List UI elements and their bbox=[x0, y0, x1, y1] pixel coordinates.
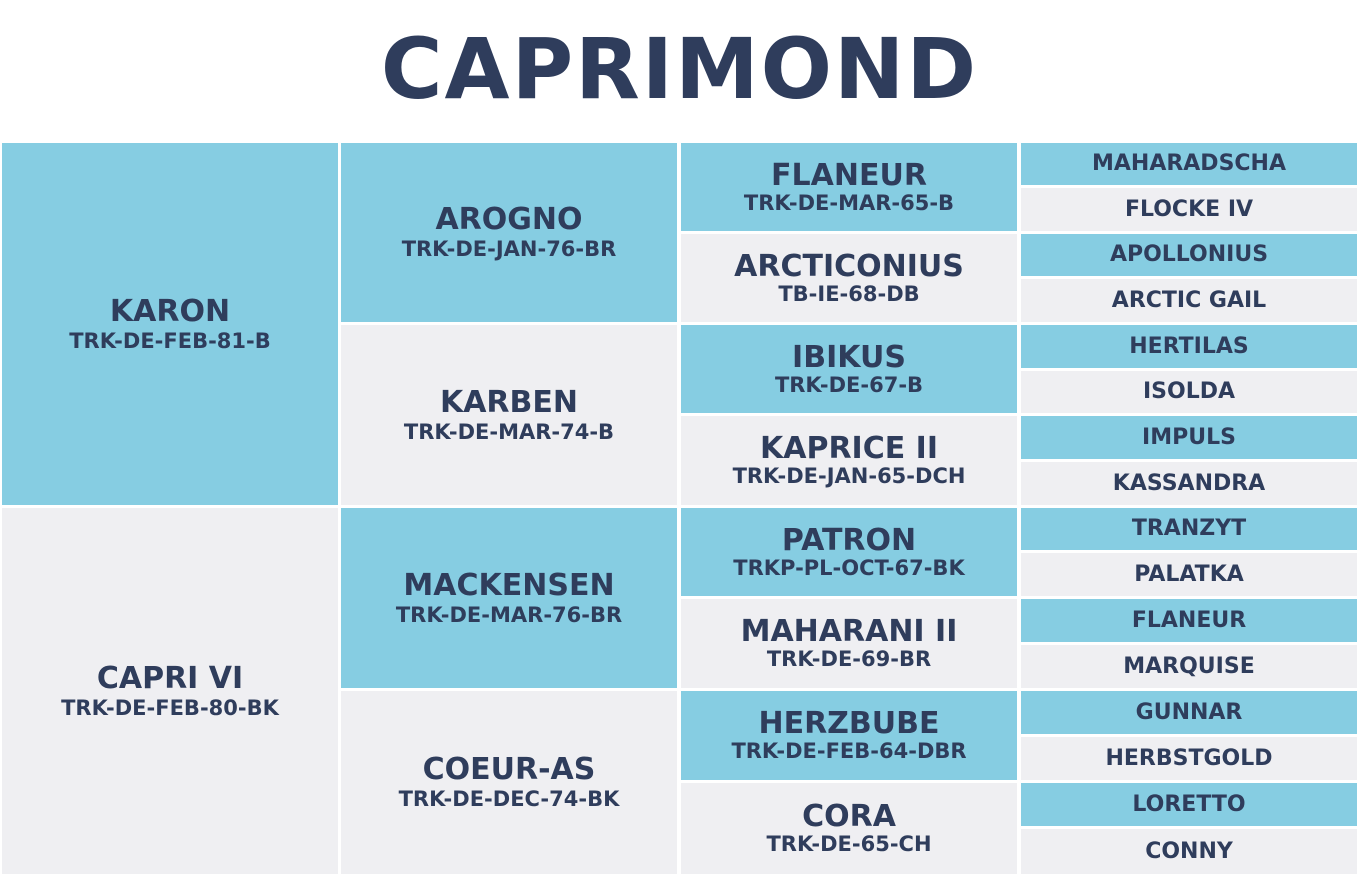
sire-registration: TRK-DE-FEB-81-B bbox=[69, 328, 271, 353]
great-grandparent-cell: KAPRICE II TRK-DE-JAN-65-DCH bbox=[681, 416, 1017, 505]
ancestor-name: FLANEUR bbox=[1131, 607, 1247, 633]
ancestor-cell: PALATKA bbox=[1021, 553, 1357, 596]
great-grandparent-registration: TRK-DE-69-BR bbox=[766, 647, 932, 671]
great-grandparent-registration: TRK-DE-MAR-65-B bbox=[743, 190, 955, 215]
great-grandparent-name: PATRON bbox=[781, 522, 917, 558]
ancestor-cell: ISOLDA bbox=[1021, 371, 1357, 413]
sire-name: KARON bbox=[109, 293, 231, 329]
ancestor-name: MARQUISE bbox=[1123, 653, 1255, 679]
grandparent-name: MACKENSEN bbox=[403, 567, 615, 603]
great-grandparent-cell: PATRON TRKP-PL-OCT-67-BK bbox=[681, 508, 1017, 596]
grandparent-cell: MACKENSEN TRK-DE-MAR-76-BR bbox=[341, 508, 677, 688]
ancestor-name: ISOLDA bbox=[1142, 379, 1236, 404]
great-grandparent-cell: FLANEUR TRK-DE-MAR-65-B bbox=[681, 143, 1017, 231]
ancestor-name: LORETTO bbox=[1132, 791, 1246, 817]
ancestor-cell: KASSANDRA bbox=[1021, 462, 1357, 505]
dam-cell: CAPRI VI TRK-DE-FEB-80-BK bbox=[2, 508, 338, 874]
ancestor-name: KASSANDRA bbox=[1112, 470, 1266, 496]
ancestor-name: IMPULS bbox=[1142, 424, 1236, 450]
ancestor-name: TRANZYT bbox=[1131, 516, 1247, 541]
pedigree-chart: KARON TRK-DE-FEB-81-B CAPRI VI TRK-DE-FE… bbox=[0, 141, 1359, 874]
sire-cell: KARON TRK-DE-FEB-81-B bbox=[2, 143, 338, 505]
great-grandparent-name: KAPRICE II bbox=[760, 431, 938, 466]
ancestor-cell: GUNNAR bbox=[1021, 691, 1357, 734]
great-grandparent-name: CORA bbox=[802, 799, 896, 834]
ancestor-name: ARCTIC GAIL bbox=[1111, 287, 1267, 313]
ancestor-cell: ARCTIC GAIL bbox=[1021, 279, 1357, 322]
great-grandparent-registration: TRK-DE-65-CH bbox=[766, 832, 932, 856]
great-grandparent-cell: HERZBUBE TRK-DE-FEB-64-DBR bbox=[681, 691, 1017, 780]
ancestor-cell: HERTILAS bbox=[1021, 325, 1357, 368]
ancestor-name: MAHARADSCHA bbox=[1091, 151, 1286, 176]
great-grandparent-cell: IBIKUS TRK-DE-67-B bbox=[681, 325, 1017, 413]
grandparent-cell: KARBEN TRK-DE-MAR-74-B bbox=[341, 325, 677, 505]
great-grandparent-name: HERZBUBE bbox=[758, 706, 940, 741]
ancestor-cell: FLANEUR bbox=[1021, 599, 1357, 642]
grandparent-registration: TRK-DE-MAR-76-BR bbox=[395, 602, 623, 627]
ancestor-cell: HERBSTGOLD bbox=[1021, 737, 1357, 780]
ancestor-name: APOLLONIUS bbox=[1109, 242, 1269, 267]
ancestor-name: GUNNAR bbox=[1135, 699, 1243, 725]
grandparent-name: KARBEN bbox=[439, 384, 579, 420]
ancestor-name: FLOCKE IV bbox=[1124, 196, 1254, 222]
ancestor-cell: LORETTO bbox=[1021, 783, 1357, 826]
grandparent-registration: TRK-DE-DEC-74-BK bbox=[398, 787, 620, 811]
great-grandparent-name: MAHARANI II bbox=[740, 614, 958, 649]
grandparent-registration: TRK-DE-JAN-76-BR bbox=[401, 237, 617, 261]
ancestor-name: HERBSTGOLD bbox=[1105, 745, 1273, 771]
great-grandparent-name: ARCTICONIUS bbox=[734, 248, 964, 284]
grandparent-name: AROGNO bbox=[435, 202, 583, 237]
great-grandparent-cell: MAHARANI II TRK-DE-69-BR bbox=[681, 599, 1017, 688]
grandparent-cell: AROGNO TRK-DE-JAN-76-BR bbox=[341, 143, 677, 322]
great-grandparent-cell: ARCTICONIUS TB-IE-68-DB bbox=[681, 234, 1017, 322]
ancestor-cell: MAHARADSCHA bbox=[1021, 143, 1357, 185]
dam-name: CAPRI VI bbox=[96, 660, 244, 696]
grandparent-name: COEUR-AS bbox=[422, 752, 596, 787]
ancestor-cell: CONNY bbox=[1021, 829, 1357, 874]
great-grandparent-name: FLANEUR bbox=[771, 157, 927, 193]
grandparent-registration: TRK-DE-MAR-74-B bbox=[403, 419, 615, 444]
ancestor-name: HERTILAS bbox=[1129, 333, 1249, 359]
pedigree-title: CAPRIMOND bbox=[380, 20, 979, 118]
ancestor-cell: TRANZYT bbox=[1021, 508, 1357, 550]
great-grandparent-cell: CORA TRK-DE-65-CH bbox=[681, 783, 1017, 874]
great-grandparent-registration: TRK-DE-JAN-65-DCH bbox=[732, 464, 966, 488]
great-grandparent-registration: TB-IE-68-DB bbox=[778, 281, 920, 306]
great-grandparent-registration: TRKP-PL-OCT-67-BK bbox=[733, 555, 965, 580]
great-grandparent-registration: TRK-DE-FEB-64-DBR bbox=[731, 739, 967, 763]
grandparent-cell: COEUR-AS TRK-DE-DEC-74-BK bbox=[341, 691, 677, 874]
great-grandparent-name: IBIKUS bbox=[792, 339, 906, 375]
ancestor-cell: FLOCKE IV bbox=[1021, 188, 1357, 231]
ancestor-cell: APOLLONIUS bbox=[1021, 234, 1357, 276]
great-grandparent-registration: TRK-DE-67-B bbox=[774, 372, 924, 397]
dam-registration: TRK-DE-FEB-80-BK bbox=[61, 695, 279, 720]
ancestor-name: PALATKA bbox=[1134, 561, 1244, 587]
ancestor-cell: IMPULS bbox=[1021, 416, 1357, 459]
ancestor-name: CONNY bbox=[1145, 838, 1233, 864]
ancestor-cell: MARQUISE bbox=[1021, 645, 1357, 688]
